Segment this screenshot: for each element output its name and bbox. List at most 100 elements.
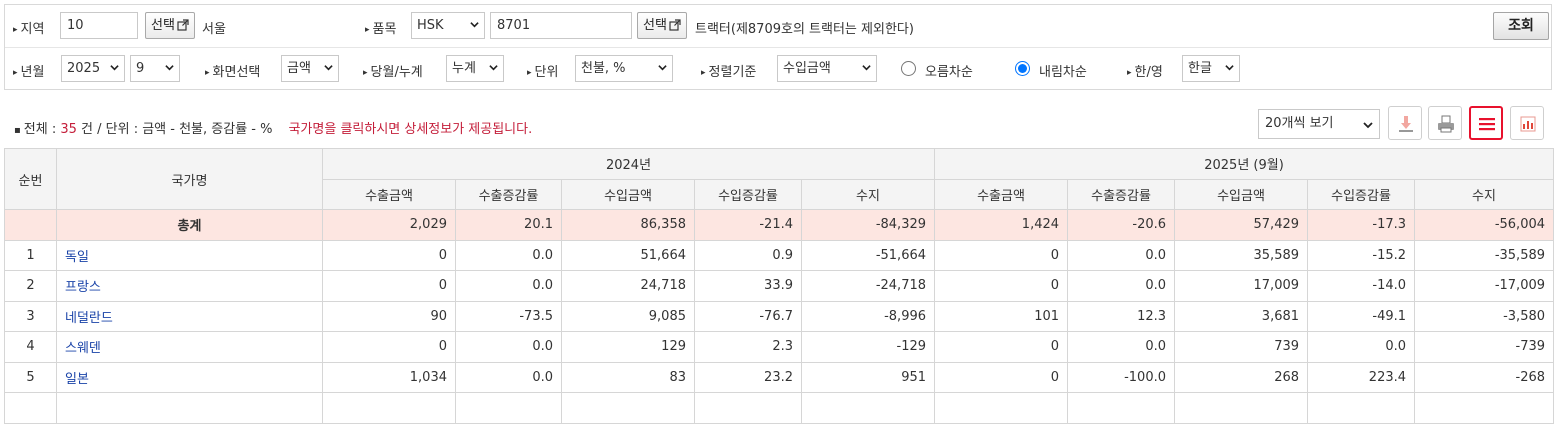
search-button[interactable]: 조회 xyxy=(1493,12,1549,40)
table-cell: 3,681 xyxy=(1174,300,1309,332)
table-cell: -35,589 xyxy=(1414,239,1555,271)
download-button[interactable] xyxy=(1388,106,1422,140)
table-row: 3 네덜란드 90 -73.5 9,085 -76.7 -8,996 101 12.3 3,681… xyxy=(4,300,1555,332)
table-cell: 223.4 xyxy=(1307,361,1416,393)
print-icon xyxy=(1438,115,1454,133)
table-cell xyxy=(1067,392,1176,424)
chevron-down-icon xyxy=(110,65,119,71)
table-cell xyxy=(561,392,695,424)
item-type-select[interactable]: HSK xyxy=(411,12,485,39)
list-icon xyxy=(1479,118,1495,131)
unit-value: 천불, % xyxy=(581,61,626,76)
table-cell: 0 xyxy=(934,361,1069,393)
country-cell: 일본 xyxy=(56,361,323,393)
year-select[interactable]: 2025 xyxy=(61,55,125,82)
sort-desc-radio[interactable] xyxy=(1015,61,1030,76)
table-cell: -84,329 xyxy=(800,209,936,241)
table-cell: 33.9 xyxy=(694,270,802,302)
region-code-input[interactable]: 10 xyxy=(60,12,138,39)
total-label: 전체 xyxy=(23,122,48,137)
table-body: 총계 2,029 20.1 86,358 -21.4 -84,329 1,424… xyxy=(4,209,1555,424)
total-label: 총계 xyxy=(56,209,323,241)
list-view-button[interactable] xyxy=(1469,106,1503,140)
table-cell: 57,429 xyxy=(1174,209,1309,241)
table-cell: -49.1 xyxy=(1307,300,1416,332)
table-cell: 9,085 xyxy=(561,300,695,332)
table-cell: 12.3 xyxy=(1067,300,1176,332)
table-cell: 0.9 xyxy=(694,239,802,271)
table-cell: 35,589 xyxy=(1174,239,1309,271)
header-year-2024: 2024년 xyxy=(321,148,936,180)
table-row: 4 스웨덴 0 0.0 129 2.3 -129 0 0.0 739 0.0 -739 xyxy=(4,331,1555,363)
country-link[interactable]: 독일 xyxy=(65,249,89,265)
table-cell: 268 xyxy=(1174,361,1309,393)
table-cell: 23.2 xyxy=(694,361,802,393)
table-cell: -14.0 xyxy=(1307,270,1416,302)
chevron-down-icon xyxy=(489,65,498,71)
filter-row-1: 지역 10 선택 서울 품목 HSK 8701 선택 트랙터(제8709호의 트… xyxy=(5,5,1551,47)
row-number: 2 xyxy=(4,270,57,302)
country-link[interactable]: 네덜란드 xyxy=(65,310,113,326)
table-cell: -20.6 xyxy=(1067,209,1176,241)
table-cell xyxy=(1414,392,1555,424)
table-cell: 0.0 xyxy=(455,270,562,302)
table-row: 5 일본 1,034 0.0 83 23.2 951 0 -100.0 268 223.4 -268 xyxy=(4,361,1555,393)
table-cell: 129 xyxy=(561,331,695,363)
external-link-icon xyxy=(177,19,189,31)
month-select[interactable]: 9 xyxy=(130,55,180,82)
item-description: 트랙터(제8709호의 트랙터는 제외한다) xyxy=(695,22,914,37)
region-select-button[interactable]: 선택 xyxy=(145,12,195,39)
table-cell: -21.4 xyxy=(694,209,802,241)
table-cell xyxy=(455,392,562,424)
period-select[interactable]: 누계 xyxy=(446,55,504,82)
item-code-input[interactable]: 8701 xyxy=(490,12,632,39)
page-size-value: 20개씩 보기 xyxy=(1265,116,1334,131)
item-select-button[interactable]: 선택 xyxy=(637,12,687,39)
table-cell: 0.0 xyxy=(455,331,562,363)
view-select[interactable]: 금액 xyxy=(281,55,339,82)
table-cell: 739 xyxy=(1174,331,1309,363)
table-cell: 0.0 xyxy=(455,239,562,271)
sort-select[interactable]: 수입금액 xyxy=(777,55,877,82)
header-col: 수출금액 xyxy=(934,178,1069,210)
table-cell xyxy=(1307,392,1416,424)
table-cell: -73.5 xyxy=(455,300,562,332)
chart-view-button[interactable] xyxy=(1510,106,1544,140)
table-cell: 0.0 xyxy=(1067,270,1176,302)
table-cell: 951 xyxy=(800,361,936,393)
row-number: 3 xyxy=(4,300,57,332)
result-count: 35 xyxy=(60,122,77,137)
filter-panel: 지역 10 선택 서울 품목 HSK 8701 선택 트랙터(제8709호의 트… xyxy=(4,4,1552,90)
country-link[interactable]: 프랑스 xyxy=(65,280,101,296)
table-cell: 20.1 xyxy=(455,209,562,241)
header-col: 수출금액 xyxy=(322,178,456,210)
table-cell xyxy=(934,392,1069,424)
table-cell: 24,718 xyxy=(561,270,695,302)
header-col: 수입증감률 xyxy=(694,178,802,210)
lang-select[interactable]: 한글 xyxy=(1182,55,1240,82)
country-cell: 스웨덴 xyxy=(56,331,323,363)
print-button[interactable] xyxy=(1428,106,1462,140)
period-label: 당월/누계 xyxy=(363,61,423,80)
country-link[interactable]: 스웨덴 xyxy=(65,341,101,357)
page-size-select[interactable]: 20개씩 보기 xyxy=(1258,109,1380,139)
bullet-icon: ▪ xyxy=(14,125,21,136)
region-select-label: 선택 xyxy=(151,18,175,33)
table-cell: -268 xyxy=(1414,361,1555,393)
table-cell: -739 xyxy=(1414,331,1555,363)
unit-select[interactable]: 천불, % xyxy=(575,55,673,82)
header-year-2025: 2025년 (9월) xyxy=(934,148,1555,180)
table-cell: 0.0 xyxy=(1307,331,1416,363)
table-cell: -8,996 xyxy=(800,300,936,332)
table-cell xyxy=(322,392,456,424)
header-col: 수출증감률 xyxy=(1067,178,1176,210)
trade-table: 순번 국가명 2024년 2025년 (9월) 수출금액 수출증감률 수입금액 … xyxy=(4,148,1555,424)
header-col: 수입금액 xyxy=(561,178,695,210)
country-cell: 네덜란드 xyxy=(56,300,323,332)
sort-value: 수입금액 xyxy=(783,61,831,76)
table-cell: 51,664 xyxy=(561,239,695,271)
table-cell: 0 xyxy=(934,331,1069,363)
lang-label: 한/영 xyxy=(1127,61,1163,80)
country-link[interactable]: 일본 xyxy=(65,371,89,387)
sort-asc-radio[interactable] xyxy=(901,61,916,76)
